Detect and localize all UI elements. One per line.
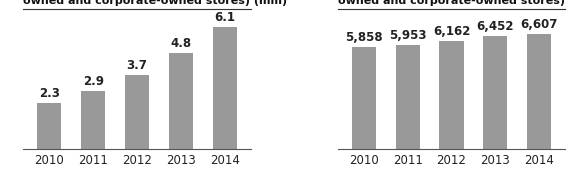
Bar bbox=[527, 33, 551, 149]
Text: 6,607: 6,607 bbox=[520, 18, 558, 31]
Text: 3.7: 3.7 bbox=[126, 59, 148, 72]
Bar bbox=[125, 75, 149, 149]
Text: 2.3: 2.3 bbox=[39, 87, 60, 100]
Text: Average members per store (franchisee-
owned and corporate-owned stores): Average members per store (franchisee- o… bbox=[338, 0, 577, 5]
Bar bbox=[440, 41, 463, 149]
Text: 2.9: 2.9 bbox=[83, 75, 104, 88]
Text: 5,858: 5,858 bbox=[345, 31, 383, 44]
Text: Total membership (franchisee-
owned and corporate-owned stores) (mm): Total membership (franchisee- owned and … bbox=[23, 0, 287, 5]
Text: 6,162: 6,162 bbox=[433, 25, 470, 39]
Text: 5,953: 5,953 bbox=[389, 29, 426, 42]
Bar bbox=[352, 47, 376, 149]
Text: 6,452: 6,452 bbox=[477, 20, 514, 33]
Text: 4.8: 4.8 bbox=[170, 37, 192, 50]
Bar bbox=[396, 45, 419, 149]
Text: 6.1: 6.1 bbox=[214, 11, 235, 24]
Bar bbox=[169, 53, 193, 149]
Bar bbox=[212, 27, 237, 149]
Bar bbox=[38, 103, 61, 149]
Bar bbox=[484, 36, 507, 149]
Bar bbox=[81, 91, 105, 149]
